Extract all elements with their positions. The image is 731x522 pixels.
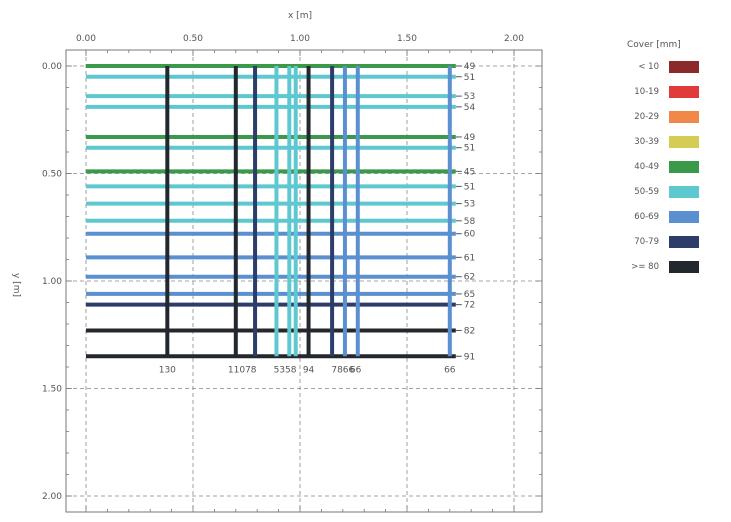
x-tick-label: 0.50 (183, 34, 203, 44)
legend-row: >= 80 (625, 259, 731, 284)
y-axis-title: y [m] (11, 273, 21, 297)
x-tick-label: 0.00 (76, 34, 96, 44)
horizontal-cover-label: 54 (464, 103, 476, 113)
horizontal-cover-label: 65 (464, 290, 475, 300)
horizontal-cover-label: 72 (464, 301, 475, 311)
horizontal-cover-label: 53 (464, 200, 475, 210)
legend-label: < 10 (638, 62, 659, 72)
legend-label: 50-59 (634, 187, 659, 197)
legend-title: Cover [mm] (627, 40, 681, 50)
legend-row: < 10 (625, 59, 731, 84)
horizontal-cover-label: 60 (464, 230, 476, 240)
legend-swatch (669, 261, 699, 273)
cover-chart: x [m] y [m] 0.00 0.00 0.50 0.50 1.00 1.00 1.50… (11, 11, 543, 513)
vertical-cover-label: 66 (444, 365, 456, 375)
legend-label: 20-29 (634, 112, 659, 122)
horizontal-cover-label: 91 (464, 352, 475, 362)
legend-label: 30-39 (634, 137, 659, 147)
vertical-cover-label: 130 (159, 365, 176, 375)
legend-label: 60-69 (634, 212, 659, 222)
legend-row: 30-39 (625, 134, 731, 159)
legend-row: 10-19 (625, 84, 731, 109)
vertical-cover-label: 66 (350, 365, 362, 375)
horizontal-cover-label: 49 (464, 133, 476, 143)
legend-row: 20-29 (625, 109, 731, 134)
x-axis-title: x [m] (288, 11, 312, 21)
legend-swatch (669, 211, 699, 223)
legend-swatch (669, 111, 699, 123)
legend-swatch (669, 61, 699, 73)
cover-legend: Cover [mm] < 10 10-19 20-29 30-39 40-49 50-59… (625, 40, 731, 284)
x-tick-label: 1.50 (397, 34, 417, 44)
vertical-cover-label: 7866 (331, 365, 354, 375)
y-tick-label: 0.00 (42, 62, 62, 72)
legend-label: 40-49 (634, 162, 659, 172)
legend-row: 70-79 (625, 234, 731, 259)
legend-swatch (669, 136, 699, 148)
vertical-cover-label: 94 (303, 365, 315, 375)
vertical-cover-label: 5358 (274, 365, 297, 375)
horizontal-cover-label: 45 (464, 167, 475, 177)
horizontal-cover-label: 62 (464, 273, 475, 283)
y-tick-label: 2.00 (42, 492, 62, 502)
horizontal-cover-label: 51 (464, 144, 475, 154)
horizontal-cover-label: 82 (464, 326, 475, 336)
legend-label: 70-79 (634, 237, 659, 247)
y-tick-label: 1.00 (42, 277, 62, 287)
horizontal-cover-label: 58 (464, 217, 476, 227)
legend-label: 10-19 (634, 87, 659, 97)
horizontal-cover-label: 49 (464, 62, 476, 72)
legend-row: 40-49 (625, 159, 731, 184)
vertical-cover-label: 11078 (228, 365, 257, 375)
y-tick-label: 0.50 (42, 170, 62, 180)
legend-swatch (669, 236, 699, 248)
legend-swatch (669, 86, 699, 98)
horizontal-cover-label: 61 (464, 253, 475, 263)
y-tick-label: 1.50 (42, 385, 62, 395)
x-tick-label: 1.00 (290, 34, 310, 44)
legend-row: 50-59 (625, 184, 731, 209)
horizontal-cover-label: 51 (464, 73, 475, 83)
legend-swatch (669, 161, 699, 173)
legend-rows: < 10 10-19 20-29 30-39 40-49 50-59 60-69 70-79 >… (625, 59, 731, 284)
bars-layer (86, 64, 456, 359)
legend-swatch (669, 186, 699, 198)
legend-label: >= 80 (631, 262, 659, 272)
horizontal-cover-label: 53 (464, 92, 475, 102)
x-tick-label: 2.00 (504, 34, 524, 44)
ticks-layer: 0.00 0.00 0.50 0.50 1.00 1.00 1.50 1.50 2.00 2.00 (42, 34, 542, 512)
legend-row: 60-69 (625, 209, 731, 234)
horizontal-cover-label: 51 (464, 182, 475, 192)
